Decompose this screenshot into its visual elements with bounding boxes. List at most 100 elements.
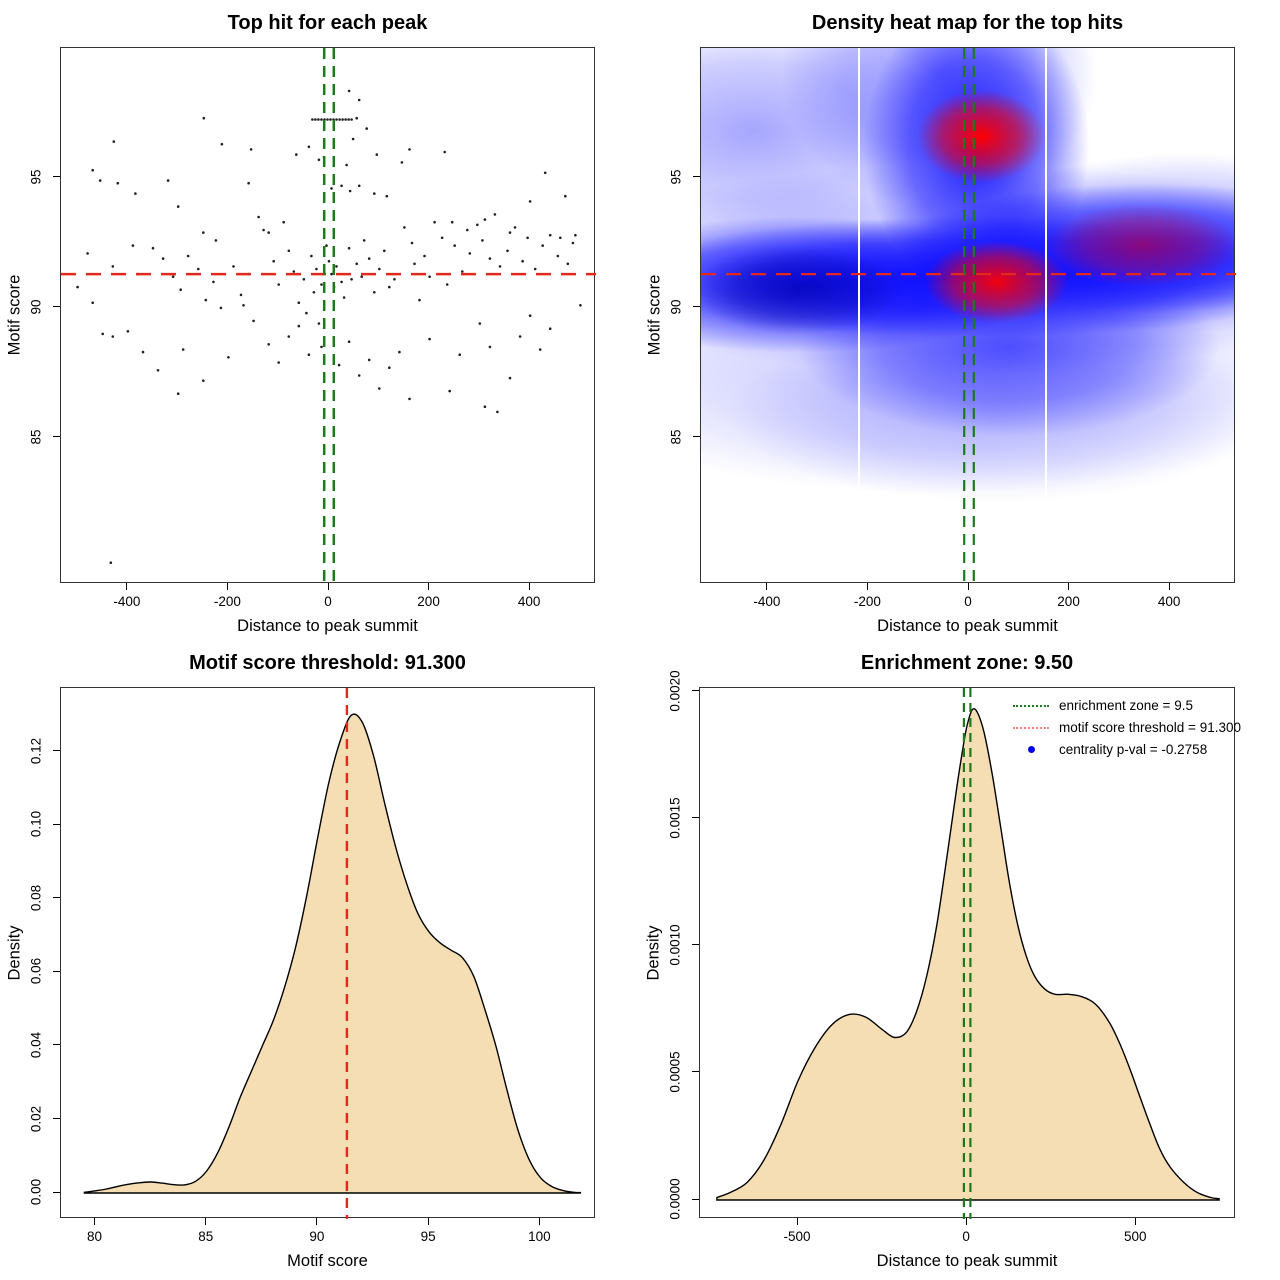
data-point [330, 187, 333, 190]
data-point [287, 249, 291, 253]
data-point [179, 288, 182, 291]
data-point [320, 118, 323, 121]
y-tick [53, 750, 60, 752]
data-point [227, 356, 230, 359]
data-point [220, 142, 224, 146]
data-point [111, 335, 115, 338]
panel-title: Enrichment zone: 9.50 [860, 652, 1074, 674]
data-point [564, 194, 567, 198]
y-tick [53, 306, 60, 308]
x-tick-label: -200 [213, 594, 241, 609]
legend-item: motif score threshold = 91.300 [1009, 719, 1241, 736]
data-point [383, 249, 386, 253]
data-point [347, 246, 351, 250]
data-point [197, 267, 200, 271]
y-tick-label: 0.00 [28, 1178, 44, 1206]
data-point [338, 118, 341, 121]
data-point [101, 332, 104, 336]
data-point [521, 259, 524, 263]
data-point [305, 311, 308, 315]
dotted-line-swatch [1013, 704, 1049, 707]
legend-item: enrichment zone = 9.5 [1009, 697, 1241, 714]
x-tick [967, 583, 969, 590]
panel-density-heatmap: Density heat map for the top hits Distan… [640, 0, 1280, 640]
data-point [518, 335, 522, 338]
data-point [483, 218, 487, 221]
data-point [373, 291, 376, 294]
data-point [326, 118, 329, 121]
data-point [317, 118, 320, 121]
data-point [362, 239, 366, 242]
x-tick [1068, 583, 1070, 590]
data-point [98, 179, 102, 182]
data-point [320, 345, 323, 349]
data-point [171, 275, 175, 278]
y-tick-label: 0.0005 [667, 1051, 683, 1093]
white-gridline [1045, 48, 1048, 582]
data-point [232, 265, 235, 268]
x-tick-label: 0 [324, 594, 332, 609]
data-point [365, 127, 369, 130]
data-point [367, 358, 371, 362]
data-point [247, 181, 250, 185]
x-tick-label: 400 [517, 594, 541, 609]
data-point [131, 244, 135, 247]
data-point [385, 194, 389, 198]
data-point [242, 304, 245, 307]
x-tick-label: -400 [753, 594, 781, 609]
y-axis-label: Motif score [5, 274, 24, 356]
data-point [496, 410, 499, 414]
x-tick [1168, 583, 1170, 590]
data-point [400, 161, 404, 164]
data-point [468, 252, 472, 255]
data-point [566, 262, 570, 266]
data-point [329, 118, 332, 121]
data-point [508, 231, 512, 234]
x-tick [538, 1218, 540, 1225]
data-point [267, 231, 270, 234]
panel-motif-score-density: Motif score threshold: 91.300 Motif scor… [0, 640, 640, 1280]
data-point [506, 249, 509, 253]
panel-title: Motif score threshold: 91.300 [189, 652, 466, 674]
x-axis-label: Distance to peak summit [876, 1252, 1058, 1270]
y-tick-label: 0.0000 [667, 1178, 683, 1220]
x-axis-label: Motif score [287, 1252, 368, 1270]
data-point [91, 301, 94, 304]
data-point [126, 330, 130, 333]
y-tick [53, 823, 60, 825]
data-point [408, 148, 411, 151]
x-tick-label: 90 [309, 1229, 325, 1244]
data-point [297, 301, 301, 304]
x-tick [866, 583, 868, 590]
x-axis-label: Distance to peak summit [877, 617, 1058, 635]
data-point [478, 322, 482, 325]
y-axis-label: Density [644, 924, 663, 981]
data-point [315, 267, 318, 271]
panel-title: Density heat map for the top hits [811, 12, 1124, 34]
data-point [202, 379, 205, 383]
scatter-layer [61, 48, 596, 584]
data-point [340, 184, 343, 188]
data-point [295, 153, 298, 156]
area-layer [716, 688, 1220, 1219]
data-point [440, 236, 444, 240]
data-point [176, 392, 180, 396]
x-tick-label: 400 [1157, 594, 1181, 609]
x-axis-label: Distance to peak summit [237, 617, 418, 635]
data-point [538, 348, 542, 351]
data-point [307, 353, 311, 357]
y-tick-label: 90 [668, 299, 684, 315]
data-point [528, 314, 532, 318]
data-point [344, 118, 347, 121]
data-point [348, 189, 352, 193]
data-point [314, 118, 317, 121]
white-gridline [858, 48, 861, 582]
y-tick [692, 690, 699, 692]
data-point [302, 278, 306, 281]
data-point [388, 285, 391, 289]
x-tick [327, 583, 329, 590]
density-curve [716, 707, 1220, 1201]
data-point [277, 283, 280, 286]
data-point [249, 148, 253, 151]
x-tick [796, 1218, 798, 1225]
